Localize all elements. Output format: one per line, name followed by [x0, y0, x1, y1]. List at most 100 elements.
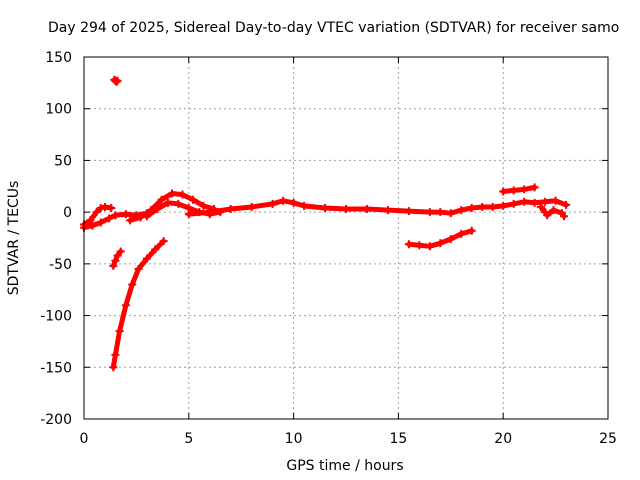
data-point	[446, 209, 455, 218]
y-axis-label: SDTVAR / TECUs	[6, 181, 22, 296]
data-point	[86, 216, 95, 225]
data-point	[436, 208, 445, 217]
x-tick-label: 25	[599, 431, 617, 447]
data-point	[115, 327, 124, 336]
data-point	[362, 205, 371, 214]
data-point	[184, 210, 193, 219]
series-hump	[126, 189, 218, 225]
data-point	[488, 202, 497, 211]
data-point	[134, 265, 143, 274]
y-tick-label: -50	[49, 257, 72, 273]
grid-lines	[84, 57, 608, 419]
series-trace	[110, 238, 167, 370]
data-point	[109, 261, 118, 270]
data-point	[121, 210, 130, 219]
data-point	[111, 256, 120, 265]
data-point	[96, 204, 105, 213]
data-point	[157, 195, 166, 204]
data-point	[142, 254, 151, 263]
data-point	[530, 198, 539, 207]
data-point	[342, 205, 350, 214]
y-tick-label: 150	[45, 50, 72, 66]
data-point	[425, 242, 434, 251]
data-point	[562, 200, 571, 209]
data-point	[268, 199, 277, 208]
data-point	[321, 204, 330, 213]
series-late-dips	[536, 202, 568, 221]
data-point	[404, 240, 413, 249]
series-main-trace	[184, 196, 571, 219]
data-point	[436, 239, 445, 248]
series-trace	[110, 248, 124, 269]
data-point	[188, 195, 197, 204]
data-point	[509, 199, 518, 208]
x-tick-label: 20	[494, 431, 512, 447]
x-axis-label: GPS time / hours	[286, 458, 403, 474]
y-tick-label: 0	[63, 205, 72, 221]
data-point	[467, 226, 476, 235]
data-point	[96, 218, 105, 227]
data-point	[107, 204, 116, 213]
data-point	[136, 213, 145, 222]
data-point	[247, 202, 256, 211]
series-low-arc-left	[109, 237, 168, 372]
data-point	[425, 208, 434, 217]
data-point	[88, 221, 97, 230]
data-point	[92, 208, 101, 217]
data-point	[153, 205, 162, 214]
data-point	[116, 247, 125, 256]
data-point	[478, 202, 487, 211]
data-point	[126, 216, 135, 225]
data-point	[509, 186, 518, 195]
data-point	[549, 206, 558, 215]
chart-title: Day 294 of 2025, Sidereal Day-to-day VTE…	[48, 20, 619, 36]
plot-frame	[83, 56, 609, 420]
data-point	[105, 214, 114, 223]
x-tick-label: 10	[285, 431, 303, 447]
data-point	[520, 185, 529, 194]
data-point	[159, 237, 168, 246]
data-point	[541, 197, 550, 206]
data-point	[289, 198, 298, 207]
data-point	[163, 198, 172, 207]
data-series	[80, 75, 571, 372]
y-tick-label: -150	[40, 360, 72, 376]
data-point	[128, 280, 137, 289]
data-point	[111, 350, 120, 359]
y-tick-label: 50	[54, 153, 72, 169]
series-trace	[500, 184, 538, 194]
data-point	[543, 211, 552, 220]
data-point	[279, 196, 288, 205]
data-point	[109, 363, 118, 372]
data-point	[457, 206, 466, 215]
y-tick-label: -200	[40, 412, 72, 428]
x-tick-label: 5	[184, 431, 193, 447]
data-point	[100, 202, 109, 211]
series-low-segment-early	[109, 247, 125, 270]
data-point	[151, 245, 160, 254]
data-point	[530, 183, 539, 192]
data-point	[111, 211, 120, 220]
data-point	[499, 201, 508, 210]
data-point	[383, 206, 392, 215]
data-point	[457, 229, 466, 238]
series-outlier-upper	[110, 75, 122, 86]
axis-ticks: 0 5 10 15 20 25 -200 -150 -100 -50 0 50 100 150	[40, 50, 617, 447]
y-tick-label: -100	[40, 309, 72, 325]
data-point	[121, 301, 130, 310]
data-point	[113, 76, 122, 85]
data-point	[551, 196, 560, 205]
y-tick-label: 100	[45, 102, 72, 118]
data-point	[205, 208, 214, 217]
data-point	[536, 202, 545, 211]
data-point	[142, 212, 151, 221]
data-point	[300, 201, 309, 210]
series-late-upper	[499, 183, 539, 196]
data-point	[415, 241, 424, 250]
series-low-arc-afternoon	[404, 226, 476, 251]
data-point	[178, 190, 187, 199]
data-point	[404, 207, 413, 216]
x-tick-label: 0	[80, 431, 89, 447]
data-point	[113, 251, 122, 260]
